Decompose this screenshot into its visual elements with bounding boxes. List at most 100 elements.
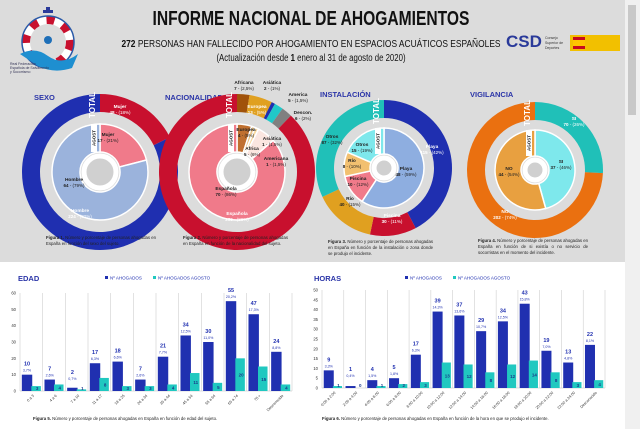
bar-pct-label: 11,0% (203, 336, 214, 340)
y-tick-label: 40 (313, 307, 318, 312)
outer-slice (272, 108, 291, 129)
slice-pct: - (19%) (357, 148, 374, 153)
x-tick-label: 10:00 a 12:00 (426, 391, 445, 410)
bar-august (332, 386, 343, 388)
bar-value-label: 13 (565, 350, 571, 356)
bar-august-label: 1 (81, 386, 84, 391)
outer-slice-label: Descon. (294, 110, 313, 116)
bar-total (135, 379, 146, 391)
bar-pct-label: 2,6% (46, 374, 55, 378)
bar-august (376, 386, 386, 388)
x-tick-label: 75 + (254, 393, 263, 402)
bar-value-label: 37 (456, 302, 462, 308)
outer-slice (237, 94, 250, 113)
inner-slice (360, 127, 425, 209)
agost-ring-label: AGOST (229, 130, 234, 146)
slice-count: 44 (498, 172, 504, 177)
slice-count: 7 (234, 86, 237, 91)
bar-total (367, 380, 378, 388)
outer-slice-label: SI (572, 116, 577, 122)
agost-ring-gap (526, 130, 532, 156)
x-tick-label: 4:00 a 6:00 (364, 391, 380, 407)
x-tick-label: 65 a 74 (227, 394, 239, 406)
x-tick-label: 11 a 17 (91, 394, 103, 406)
slice-pct: - (18%) (115, 110, 132, 115)
slice-count: 115 (420, 150, 428, 155)
bar-pct-label: 14,3% (432, 306, 443, 310)
donut-hole (81, 153, 119, 191)
outer-slice (266, 103, 283, 124)
inner-slice (494, 129, 547, 211)
y-tick-label: 0 (14, 389, 17, 394)
edad-bar-chart: EDAD Nº AHOGADOS Nº AHOGADOS AGOSTO0102030… (11, 274, 293, 412)
bar-pct-label: 1,5% (368, 374, 377, 378)
bar-august-label: 4 (285, 386, 288, 391)
slice-count: 10 (347, 182, 353, 187)
page-subtitle: 272 PERSONAS HAN FALLECIDO POR AHOGAMIEN… (121, 38, 500, 50)
bar-value-label: 30 (205, 329, 211, 335)
bar-value-label: 22 (587, 332, 593, 338)
slice-count: 5 (288, 98, 291, 103)
slice-count: 202 (493, 215, 501, 220)
y-tick-label: 50 (313, 288, 318, 293)
caption-fig5: Figura 5. Número y porcentaje de persona… (33, 416, 218, 421)
bar-august (144, 386, 155, 391)
bar-august (31, 386, 41, 391)
bar-value-label: 47 (251, 301, 257, 307)
bar-total (44, 379, 55, 391)
bar-pct-label: 10,7% (476, 325, 487, 329)
bar-august-label: 4 (598, 382, 601, 387)
x-tick-label: 12:00 a 14:00 (448, 391, 467, 410)
bar-value-label: 10 (24, 362, 30, 368)
y-tick-label: 10 (313, 366, 318, 371)
bar-pct-label: 7,7% (159, 351, 168, 355)
outer-slice (322, 189, 374, 235)
bar-august-label: 4 (59, 386, 62, 391)
slice-pct: - (79%) (69, 183, 86, 188)
outer-slice-value: 2 - (1%) (264, 86, 281, 91)
donut-title: VIGILANCIA (470, 90, 514, 99)
outer-slice-value: 48 - (18%) (109, 110, 131, 115)
bar-total (410, 354, 421, 388)
bar-august (258, 366, 268, 391)
csd-logo-text: Consejo Superior de Deportes (545, 36, 564, 50)
x-tick-label: Desconocido (266, 394, 284, 412)
scrollbar[interactable] (625, 0, 640, 429)
donut-title: INSTALACIÓN (320, 90, 371, 99)
inner-slice-label: Playa (400, 166, 413, 172)
bar-value-label: 34 (500, 308, 507, 314)
slice-count: 48 (109, 110, 115, 115)
bar-august (99, 377, 109, 391)
bar-total (476, 331, 487, 388)
bar-august (76, 389, 87, 391)
x-tick-label: 55 a 64 (205, 394, 217, 406)
legend-swatch (153, 276, 156, 279)
bar-pct-label: 13,6% (454, 309, 465, 313)
bar-august-label: 1 (381, 383, 384, 388)
outer-slice-value: 87 - (32%) (321, 140, 343, 145)
scrollbar-thumb[interactable] (628, 5, 636, 115)
bar-total (323, 370, 334, 388)
slice-pct: - (21%) (103, 138, 120, 143)
horas-bar-chart: HORAS Nº AHOGADOS Nº AHOGADOS AGOSTO051015… (313, 274, 606, 410)
inner-slice-label: Mujer (102, 132, 115, 138)
bar-pct-label: 0,7% (68, 377, 77, 381)
x-tick-label: 0 a 3 (26, 394, 35, 403)
bar-pct-label: 6,3% (412, 349, 421, 353)
inner-slice (346, 127, 385, 164)
slice-count: 70 (215, 192, 221, 197)
slice-pct: - (54%) (504, 172, 521, 177)
bar-pct-label: 8,8% (272, 346, 281, 350)
bar-value-label: 5 (393, 365, 396, 371)
x-tick-label: 2:00 a 4:00 (342, 391, 358, 407)
outer-slice-value: 13 - (5%) (248, 110, 267, 115)
legend-swatch (405, 276, 408, 279)
bar-august (528, 360, 538, 388)
outer-slice-value: 30 - (11%) (382, 219, 403, 224)
bar-value-label: 43 (522, 291, 528, 297)
donut-title: NACIONALIDAD (165, 93, 223, 102)
slice-pct: - (6%) (247, 152, 261, 157)
caption-fig3: Figura 3. Número y porcentaje de persona… (328, 239, 433, 256)
slice-pct: - (5%) (241, 133, 255, 138)
bar-total (432, 311, 443, 388)
